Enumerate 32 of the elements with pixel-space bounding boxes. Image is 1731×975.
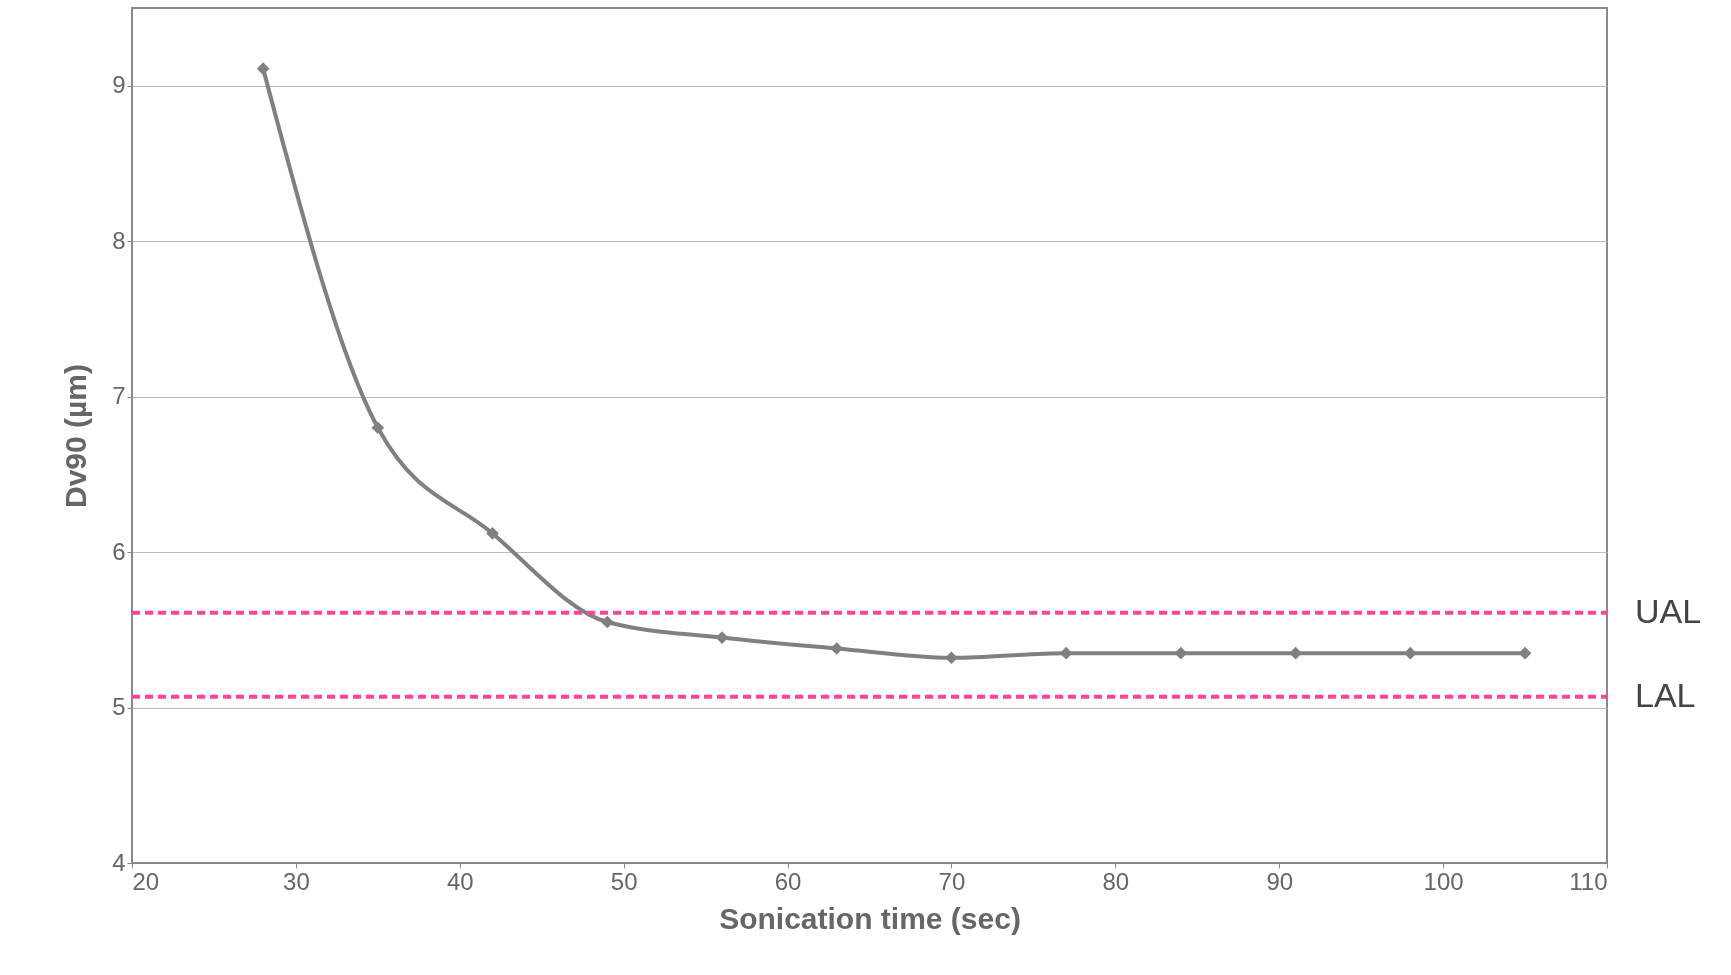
x-tick-label: 40 [446,867,474,895]
x-tick-label: 70 [938,867,966,895]
point [486,527,499,540]
point [371,421,385,435]
point [715,631,729,644]
y-tick-label: 6 [112,537,126,565]
y-tick-label: 4 [112,848,126,876]
x-tick-label: 50 [610,867,638,895]
point [1404,646,1417,660]
point [1289,646,1302,660]
point [1518,646,1532,660]
point [830,642,844,655]
x-tick-label: 90 [1266,867,1294,895]
y-tick-label: 7 [112,382,126,410]
x-tick-label: 30 [283,867,310,895]
point [1174,646,1188,660]
y-axis-title: Dv90 (µm) [59,364,93,508]
ref-line-label: LAL [1635,675,1696,714]
x-tick-label: 60 [774,867,802,895]
y-tick-label: 5 [112,693,126,721]
y-tick-label: 8 [112,226,126,254]
point [256,62,270,75]
y-tick-label: 9 [112,71,126,99]
point [945,651,958,665]
x-tick-label: 80 [1102,867,1130,895]
point [1059,646,1073,660]
x-tick-label: 20 [132,867,160,895]
ref-line-label: UAL [1635,591,1702,630]
x-axis-title: Sonication time (sec) [719,901,1021,935]
x-tick-label: 100 [1423,867,1464,895]
x-tick-label: 110 [1569,867,1608,895]
point [600,615,614,629]
